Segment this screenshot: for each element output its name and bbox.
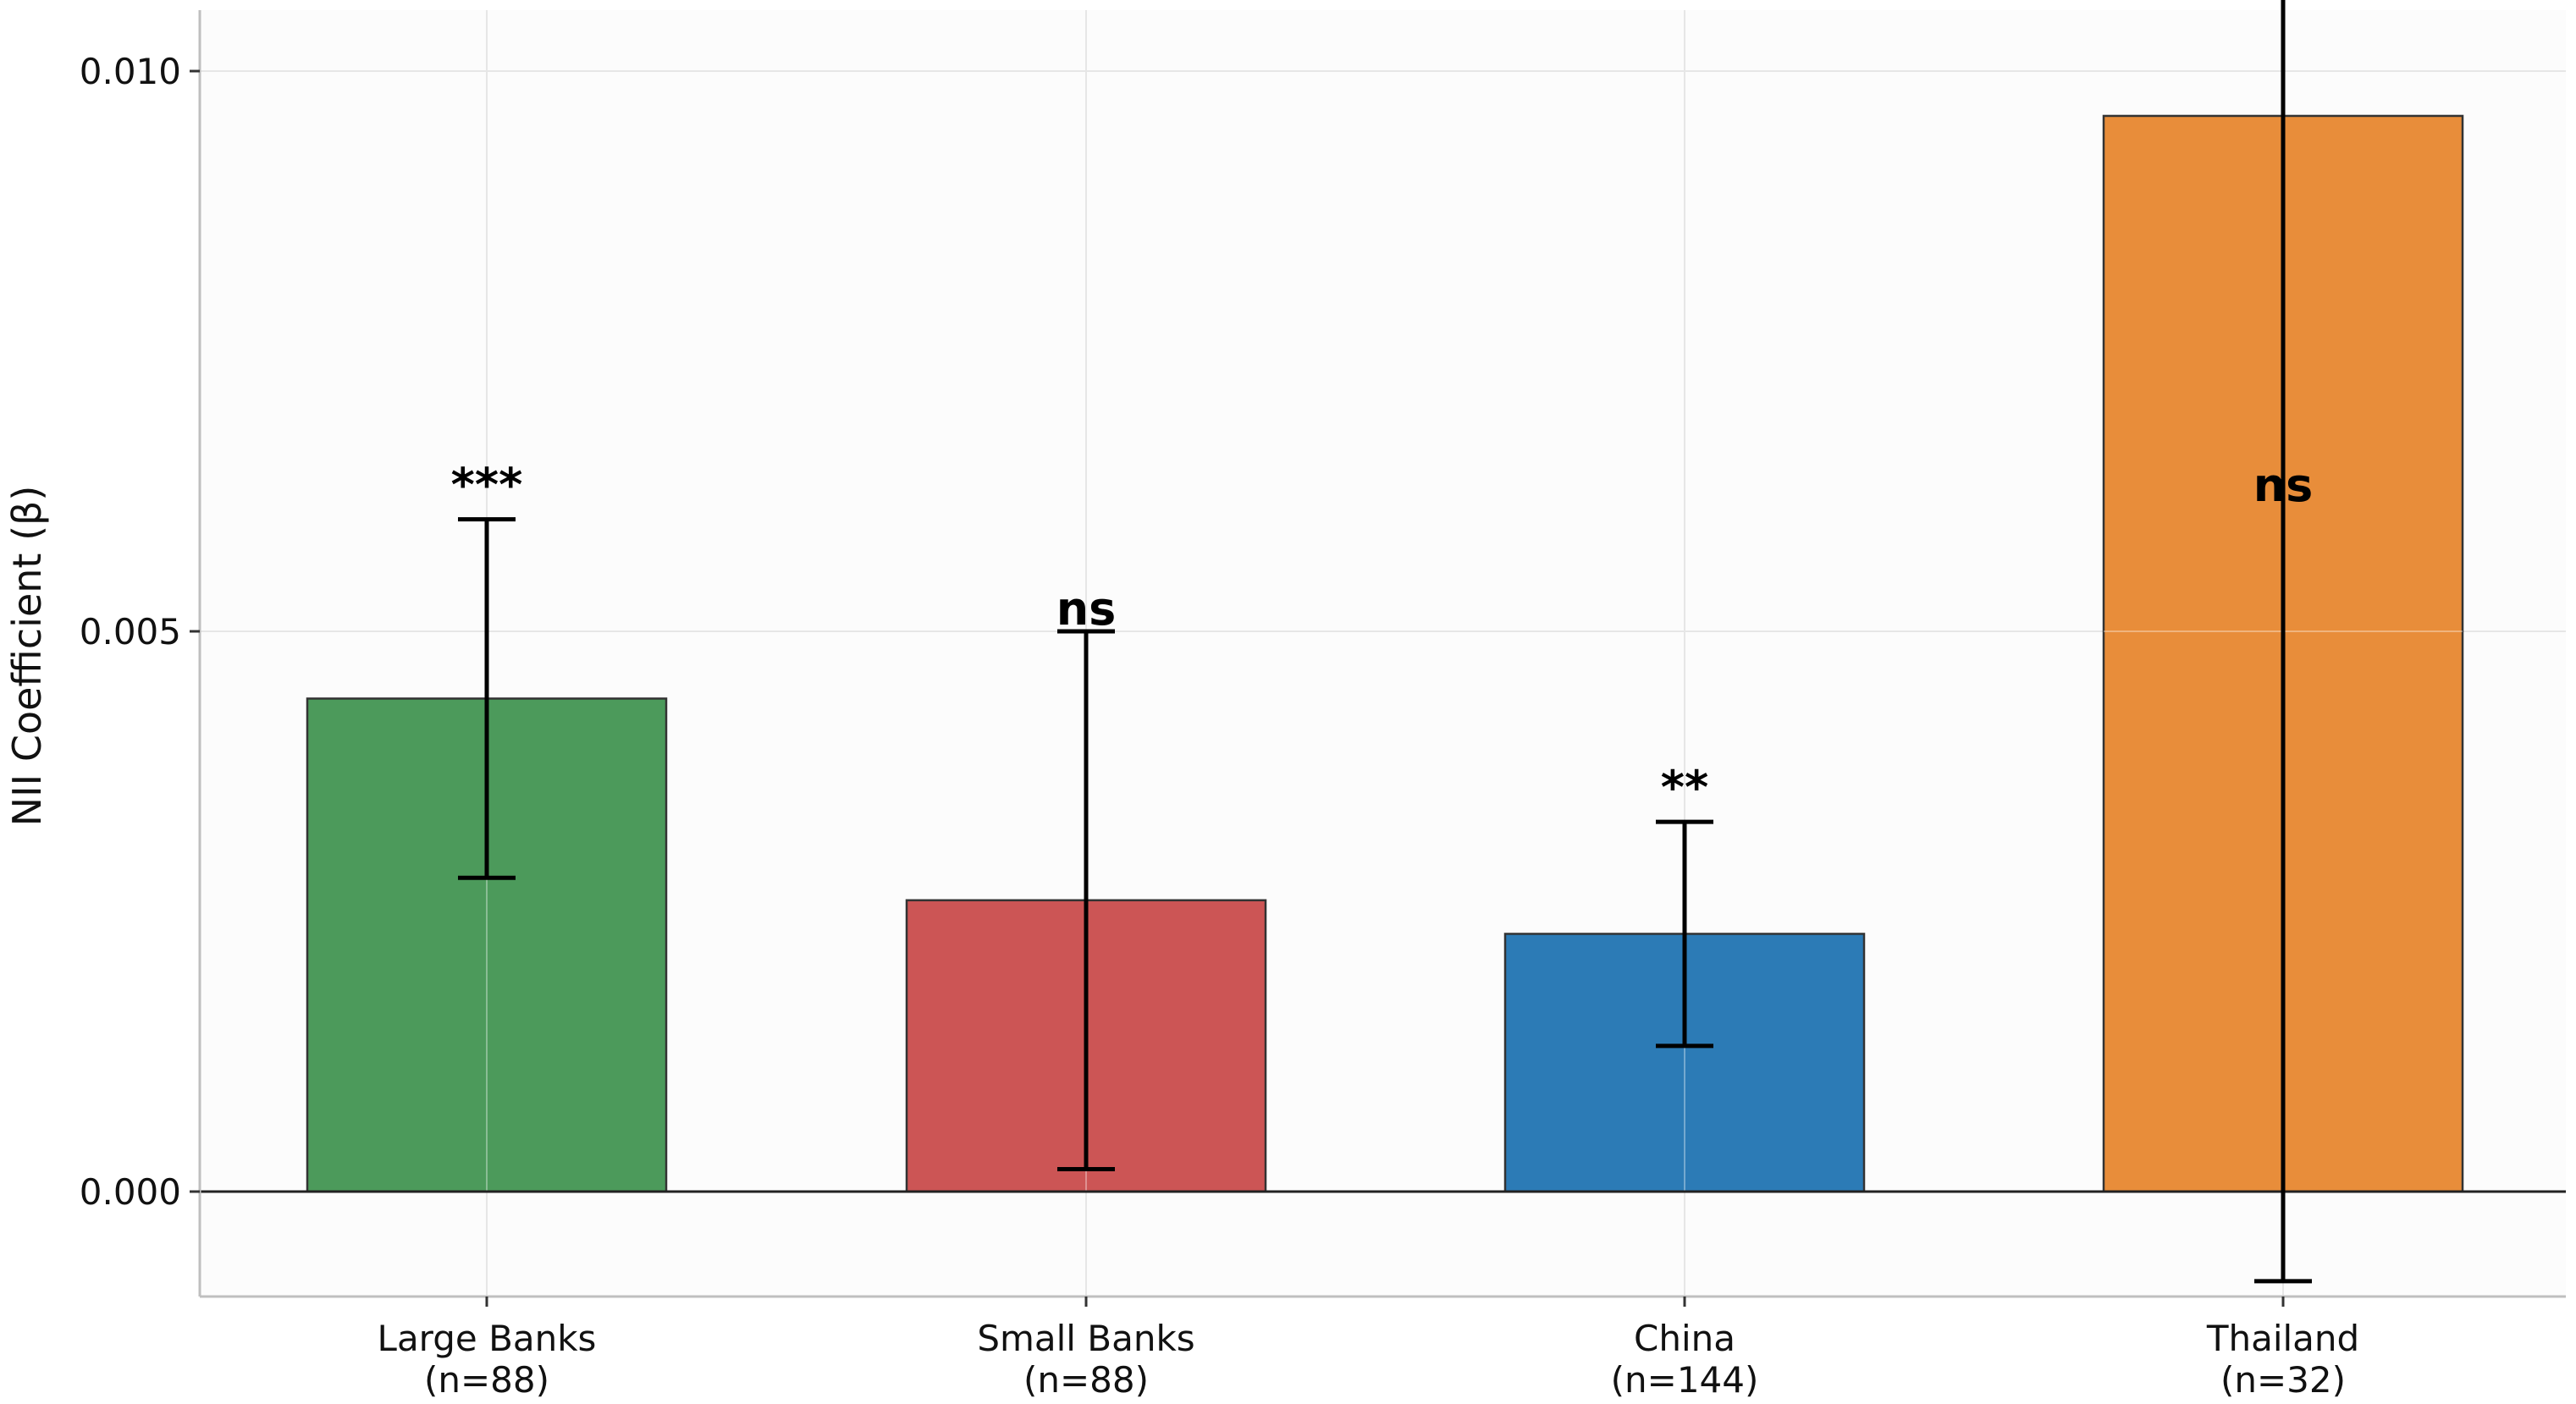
x-tick-label-line1: Small Banks	[977, 1318, 1194, 1359]
x-ticks: Large Banks(n=88)Small Banks(n=88)China(…	[378, 1297, 2359, 1401]
x-tick-label-line2: (n=32)	[2220, 1359, 2346, 1401]
x-tick-label-line1: Thailand	[2206, 1318, 2359, 1359]
x-tick-label-line2: (n=144)	[1611, 1359, 1759, 1401]
y-tick-label: 0.000	[80, 1171, 181, 1213]
significance-label: ***	[451, 459, 523, 512]
significance-labels: *** ns ** ns	[451, 459, 2314, 814]
y-tick-label: 0.005	[80, 611, 181, 652]
x-tick-label-line1: Large Banks	[378, 1318, 597, 1359]
x-tick-label-line1: China	[1634, 1318, 1735, 1359]
axes	[198, 10, 2566, 1298]
significance-label: **	[1661, 761, 1708, 814]
significance-label: ns	[2253, 459, 2314, 512]
x-tick-label-line2: (n=88)	[1023, 1359, 1149, 1401]
x-tick-label-line2: (n=88)	[424, 1359, 549, 1401]
error-bars	[458, 0, 2312, 1284]
y-tick-label: 0.010	[80, 51, 181, 92]
significance-label: ns	[1056, 582, 1117, 636]
y-axis-label: NII Coefficient (β)	[4, 486, 50, 827]
